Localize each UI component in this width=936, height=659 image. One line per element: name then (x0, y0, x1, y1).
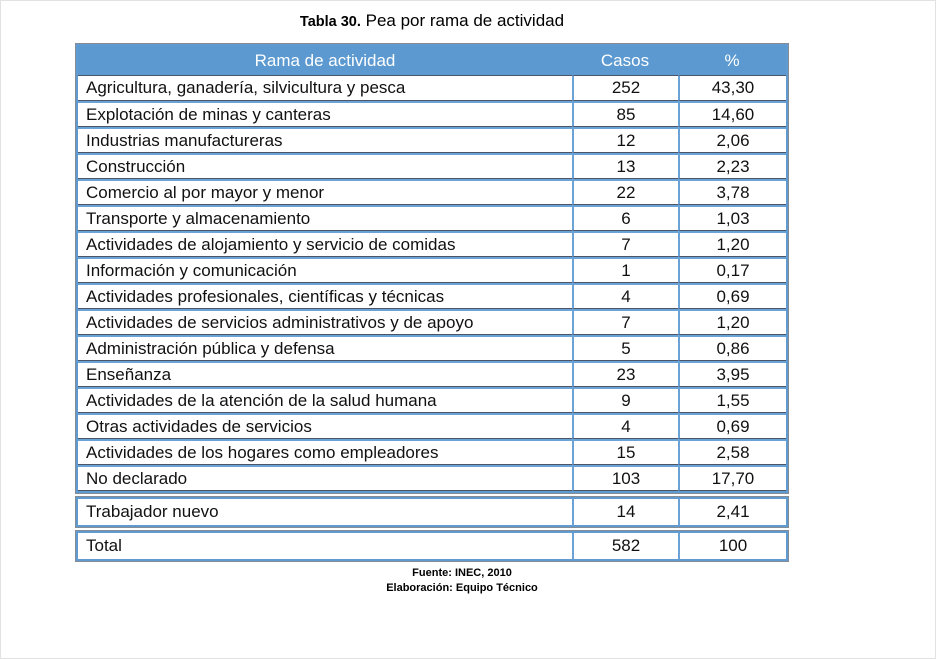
col-header-rama: Rama de actividad (78, 46, 572, 75)
trabajador-nuevo-table: Trabajador nuevo 14 2,41 (78, 499, 786, 525)
cell-casos: 1 (572, 257, 678, 283)
table-row-trabajador-nuevo: Trabajador nuevo 14 2,41 (78, 499, 786, 525)
cell-rama: Otras actividades de servicios (78, 413, 572, 439)
table-row: Actividades de alojamiento y servicio de… (78, 231, 786, 257)
cell-pct: 1,20 (678, 309, 786, 335)
table-footer: Fuente: INEC, 2010 Elaboración: Equipo T… (106, 566, 818, 596)
cell-rama: Explotación de minas y canteras (78, 101, 572, 127)
cell-pct: 17,70 (678, 465, 786, 491)
cell-casos: 5 (572, 335, 678, 361)
total-table: Total 582 100 (78, 533, 786, 559)
cell-casos: 6 (572, 205, 678, 231)
cell-rama: Construcción (78, 153, 572, 179)
cell-casos: 15 (572, 439, 678, 465)
cell-rama: Transporte y almacenamiento (78, 205, 572, 231)
table-row: No declarado 103 17,70 (78, 465, 786, 491)
table-row: Explotación de minas y canteras 85 14,60 (78, 101, 786, 127)
table-row: Administración pública y defensa 5 0,86 (78, 335, 786, 361)
table-title-text: Pea por rama de actividad (360, 11, 565, 30)
cell-rama: Actividades profesionales, científicas y… (78, 283, 572, 309)
total-section: Total 582 100 (76, 531, 788, 561)
cell-rama: Administración pública y defensa (78, 335, 572, 361)
cell-rama: Información y comunicación (78, 257, 572, 283)
cell-pct: 3,78 (678, 179, 786, 205)
cell-pct: 1,20 (678, 231, 786, 257)
cell-rama: Industrias manufactureras (78, 127, 572, 153)
cell-rama: Total (78, 533, 572, 559)
table-header-row: Rama de actividad Casos % (78, 46, 786, 75)
cell-casos: 4 (572, 283, 678, 309)
table-container: Rama de actividad Casos % Agricultura, g… (76, 44, 788, 561)
cell-pct: 100 (678, 533, 786, 559)
table-title-number: Tabla 30. (299, 14, 361, 30)
cell-rama: No declarado (78, 465, 572, 491)
table-row: Agricultura, ganadería, silvicultura y p… (78, 75, 786, 101)
cell-rama: Actividades de alojamiento y servicio de… (78, 231, 572, 257)
cell-casos: 14 (572, 499, 678, 525)
cell-casos: 252 (572, 75, 678, 101)
cell-pct: 1,55 (678, 387, 786, 413)
cell-rama: Actividades de servicios administrativos… (78, 309, 572, 335)
cell-casos: 582 (572, 533, 678, 559)
cell-casos: 22 (572, 179, 678, 205)
cell-pct: 0,69 (678, 283, 786, 309)
cell-rama: Agricultura, ganadería, silvicultura y p… (78, 75, 572, 101)
cell-pct: 2,23 (678, 153, 786, 179)
cell-pct: 0,86 (678, 335, 786, 361)
cell-pct: 0,69 (678, 413, 786, 439)
table-body: Agricultura, ganadería, silvicultura y p… (78, 75, 786, 491)
table-row: Actividades profesionales, científicas y… (78, 283, 786, 309)
cell-casos: 103 (572, 465, 678, 491)
elaboration-note: Elaboración: Equipo Técnico (386, 582, 538, 594)
cell-rama: Trabajador nuevo (78, 499, 572, 525)
col-header-casos: Casos (572, 46, 678, 75)
table-row: Industrias manufactureras 12 2,06 (78, 127, 786, 153)
cell-pct: 2,58 (678, 439, 786, 465)
main-table: Rama de actividad Casos % Agricultura, g… (78, 46, 786, 491)
source-note: Fuente: INEC, 2010 (412, 567, 512, 579)
table-row: Actividades de la atención de la salud h… (78, 387, 786, 413)
cell-pct: 3,95 (678, 361, 786, 387)
main-table-section: Rama de actividad Casos % Agricultura, g… (76, 44, 788, 493)
cell-casos: 23 (572, 361, 678, 387)
cell-casos: 7 (572, 309, 678, 335)
cell-pct: 43,30 (678, 75, 786, 101)
cell-casos: 4 (572, 413, 678, 439)
cell-rama: Actividades de la atención de la salud h… (78, 387, 572, 413)
table-title: Tabla 30. Pea por rama de actividad (76, 11, 788, 31)
table-row: Enseñanza 23 3,95 (78, 361, 786, 387)
table-row-total: Total 582 100 (78, 533, 786, 559)
table-row: Actividades de los hogares como empleado… (78, 439, 786, 465)
cell-casos: 7 (572, 231, 678, 257)
cell-rama: Actividades de los hogares como empleado… (78, 439, 572, 465)
cell-pct: 2,41 (678, 499, 786, 525)
table-row: Construcción 13 2,23 (78, 153, 786, 179)
cell-casos: 9 (572, 387, 678, 413)
cell-casos: 85 (572, 101, 678, 127)
cell-casos: 13 (572, 153, 678, 179)
cell-casos: 12 (572, 127, 678, 153)
trabajador-nuevo-section: Trabajador nuevo 14 2,41 (76, 497, 788, 527)
table-row: Otras actividades de servicios 4 0,69 (78, 413, 786, 439)
table-row: Comercio al por mayor y menor 22 3,78 (78, 179, 786, 205)
cell-rama: Comercio al por mayor y menor (78, 179, 572, 205)
table-row: Actividades de servicios administrativos… (78, 309, 786, 335)
cell-pct: 14,60 (678, 101, 786, 127)
col-header-pct: % (678, 46, 786, 75)
table-row: Información y comunicación 1 0,17 (78, 257, 786, 283)
cell-pct: 0,17 (678, 257, 786, 283)
table-row: Transporte y almacenamiento 6 1,03 (78, 205, 786, 231)
cell-pct: 2,06 (678, 127, 786, 153)
cell-rama: Enseñanza (78, 361, 572, 387)
cell-pct: 1,03 (678, 205, 786, 231)
